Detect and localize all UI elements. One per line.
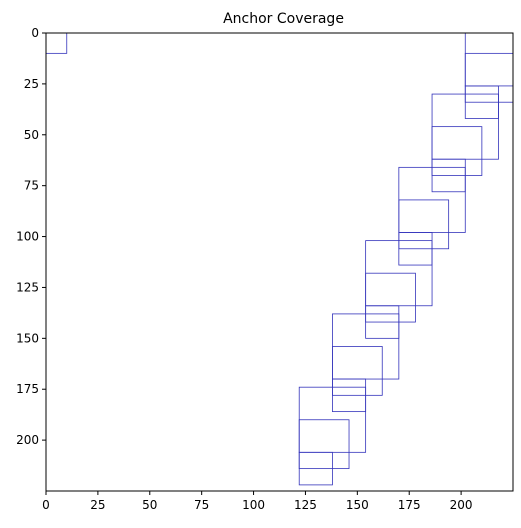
- x-tick-label: 175: [398, 498, 421, 512]
- y-tick-label: 125: [16, 280, 39, 294]
- plot-frame: [45, 32, 514, 492]
- anchor-box: [464, 33, 513, 87]
- x-tick-label: 25: [90, 498, 105, 512]
- y-tick-label: 175: [16, 382, 39, 396]
- x-tick-label: 200: [450, 498, 473, 512]
- anchor-box: [398, 199, 450, 250]
- anchor-box: [431, 126, 483, 176]
- anchor-boxes: [46, 33, 513, 486]
- y-tick-label: 75: [24, 179, 39, 193]
- x-axis: 0 25 50 75 100 125 150 175 200: [42, 491, 473, 512]
- anchor-box: [332, 346, 383, 396]
- anchor-box: [365, 272, 416, 323]
- x-tick-label: 125: [294, 498, 317, 512]
- anchor-box: [298, 451, 333, 486]
- anchor-box: [464, 52, 513, 103]
- y-tick-label: 100: [16, 230, 39, 244]
- x-tick-label: 100: [242, 498, 265, 512]
- x-tick-label: 0: [42, 498, 50, 512]
- y-tick-label: 150: [16, 331, 39, 345]
- x-tick-label: 150: [346, 498, 369, 512]
- y-tick-label: 200: [16, 433, 39, 447]
- anchor-box: [298, 419, 350, 470]
- x-tick-label: 50: [142, 498, 157, 512]
- y-tick-label: 50: [24, 128, 39, 142]
- chart-title: Anchor Coverage: [223, 11, 344, 27]
- y-tick-label: 0: [31, 26, 39, 40]
- y-axis: 0 25 50 75 100 125 150 175 200: [16, 26, 46, 447]
- x-tick-label: 75: [194, 498, 209, 512]
- y-tick-label: 25: [24, 77, 39, 91]
- anchor-box: [46, 33, 68, 54]
